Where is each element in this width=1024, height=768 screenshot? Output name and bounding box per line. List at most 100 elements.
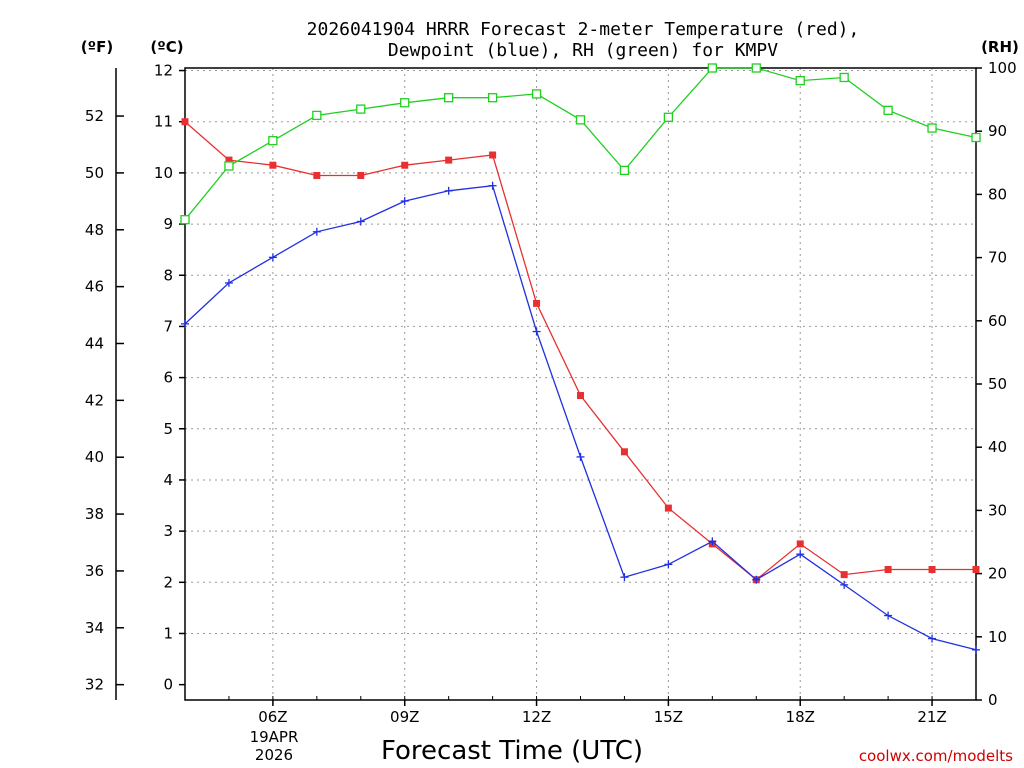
rh-tick-label: 50 <box>988 375 1007 393</box>
date-label-line1: 19APR <box>250 728 299 746</box>
dewpoint-point <box>356 217 365 226</box>
dewpoint-point <box>752 575 761 584</box>
rh-point <box>487 93 498 103</box>
dewpoint-point <box>268 253 277 262</box>
temperature-point <box>445 156 453 164</box>
celsius-tick-label: 7 <box>163 317 173 335</box>
temperature-point <box>357 171 365 179</box>
rh-unit-label: (RH) <box>981 38 1019 56</box>
dewpoint-point <box>312 227 321 236</box>
x-axis-title: Forecast Time (UTC) <box>381 736 643 766</box>
temperature-point <box>489 151 497 159</box>
rh-point <box>180 215 190 225</box>
rh-point <box>444 93 454 103</box>
fahrenheit-tick-label: 48 <box>85 221 104 239</box>
celsius-unit-label: (ºC) <box>150 38 183 56</box>
rh-point <box>268 136 278 146</box>
rh-point <box>795 75 805 86</box>
celsius-tick-label: 2 <box>163 573 173 591</box>
temperature-point <box>181 118 189 126</box>
rh-point <box>619 165 630 176</box>
temperature-point <box>225 156 233 164</box>
fahrenheit-tick-label: 46 <box>85 278 104 296</box>
x-tick-label: 09Z <box>390 708 419 726</box>
fahrenheit-tick-label: 50 <box>85 164 104 182</box>
dewpoint-point <box>928 634 937 643</box>
rh-point <box>883 105 893 115</box>
rh-point <box>751 63 761 73</box>
rh-point <box>312 110 322 121</box>
celsius-tick-label: 9 <box>163 215 173 233</box>
series-dewpoint <box>181 181 980 654</box>
fahrenheit-tick-label: 52 <box>85 107 104 125</box>
dewpoint-point <box>532 327 541 336</box>
temperature-point <box>313 171 321 179</box>
fahrenheit-tick-label: 42 <box>85 391 104 409</box>
rh-point <box>839 72 849 83</box>
series-temperature <box>181 118 980 584</box>
rh-point <box>575 115 586 125</box>
celsius-tick-label: 4 <box>163 471 173 489</box>
rh-point <box>356 104 366 114</box>
temperature-point <box>620 448 628 456</box>
date-label-line2: 2026 <box>255 746 293 764</box>
dewpoint-point <box>972 645 980 654</box>
celsius-tick-label: 10 <box>154 164 173 182</box>
dewpoint-point <box>444 186 453 195</box>
rh-tick-label: 80 <box>988 185 1007 203</box>
x-tick-label: 18Z <box>786 708 815 726</box>
dewpoint-point <box>400 197 409 206</box>
dewpoint-point <box>224 278 233 287</box>
rh-point <box>663 112 674 122</box>
series-line-temperature <box>184 121 976 581</box>
rh-tick-label: 100 <box>988 59 1017 77</box>
x-tick-label: 15Z <box>654 708 683 726</box>
fahrenheit-tick-label: 38 <box>85 505 104 523</box>
celsius-tick-label: 5 <box>163 420 173 438</box>
rh-point <box>927 123 937 133</box>
rh-tick-label: 40 <box>988 438 1007 456</box>
chart-title-line2: Dewpoint (blue), RH (green) for KMPV <box>388 40 778 61</box>
dewpoint-point <box>796 550 805 559</box>
rh-tick-label: 20 <box>988 565 1007 583</box>
celsius-tick-label: 6 <box>163 369 173 387</box>
rh-tick-label: 70 <box>988 249 1007 267</box>
dewpoint-point <box>708 537 717 546</box>
rh-point <box>531 89 542 99</box>
fahrenheit-tick-label: 36 <box>85 562 104 580</box>
series-line-dewpoint <box>184 184 977 651</box>
rh-point <box>224 161 234 171</box>
dewpoint-point <box>576 452 585 461</box>
fahrenheit-tick-label: 44 <box>85 334 104 352</box>
data-series <box>180 63 981 654</box>
temperature-point <box>928 566 936 574</box>
dewpoint-point <box>840 580 849 589</box>
celsius-tick-label: 8 <box>163 266 173 284</box>
rh-point <box>971 132 981 143</box>
x-tick-label: 21Z <box>917 708 946 726</box>
rh-point <box>707 63 717 73</box>
series-rh <box>180 63 981 225</box>
temperature-point <box>401 161 409 169</box>
dewpoint-point <box>664 560 673 569</box>
celsius-tick-label: 11 <box>154 113 173 131</box>
x-tick-label: 06Z <box>258 708 287 726</box>
rh-tick-label: 30 <box>988 501 1007 519</box>
temperature-point <box>664 504 672 512</box>
temperature-point <box>972 566 980 574</box>
dewpoint-point <box>181 319 189 328</box>
celsius-tick-label: 3 <box>163 522 173 540</box>
series-line-rh <box>184 67 977 221</box>
temperature-point <box>796 540 804 548</box>
celsius-tick-label: 12 <box>154 62 173 80</box>
rh-tick-label: 90 <box>988 122 1007 140</box>
rh-tick-label: 60 <box>988 312 1007 330</box>
x-tick-label: 12Z <box>522 708 551 726</box>
axis-ticks: 0123456789101112323436384042444648505201… <box>85 59 1017 726</box>
celsius-tick-label: 1 <box>163 624 173 642</box>
celsius-tick-label: 0 <box>163 676 173 694</box>
dewpoint-point <box>488 181 497 190</box>
plot-frame <box>184 67 977 701</box>
dewpoint-point <box>620 573 629 582</box>
